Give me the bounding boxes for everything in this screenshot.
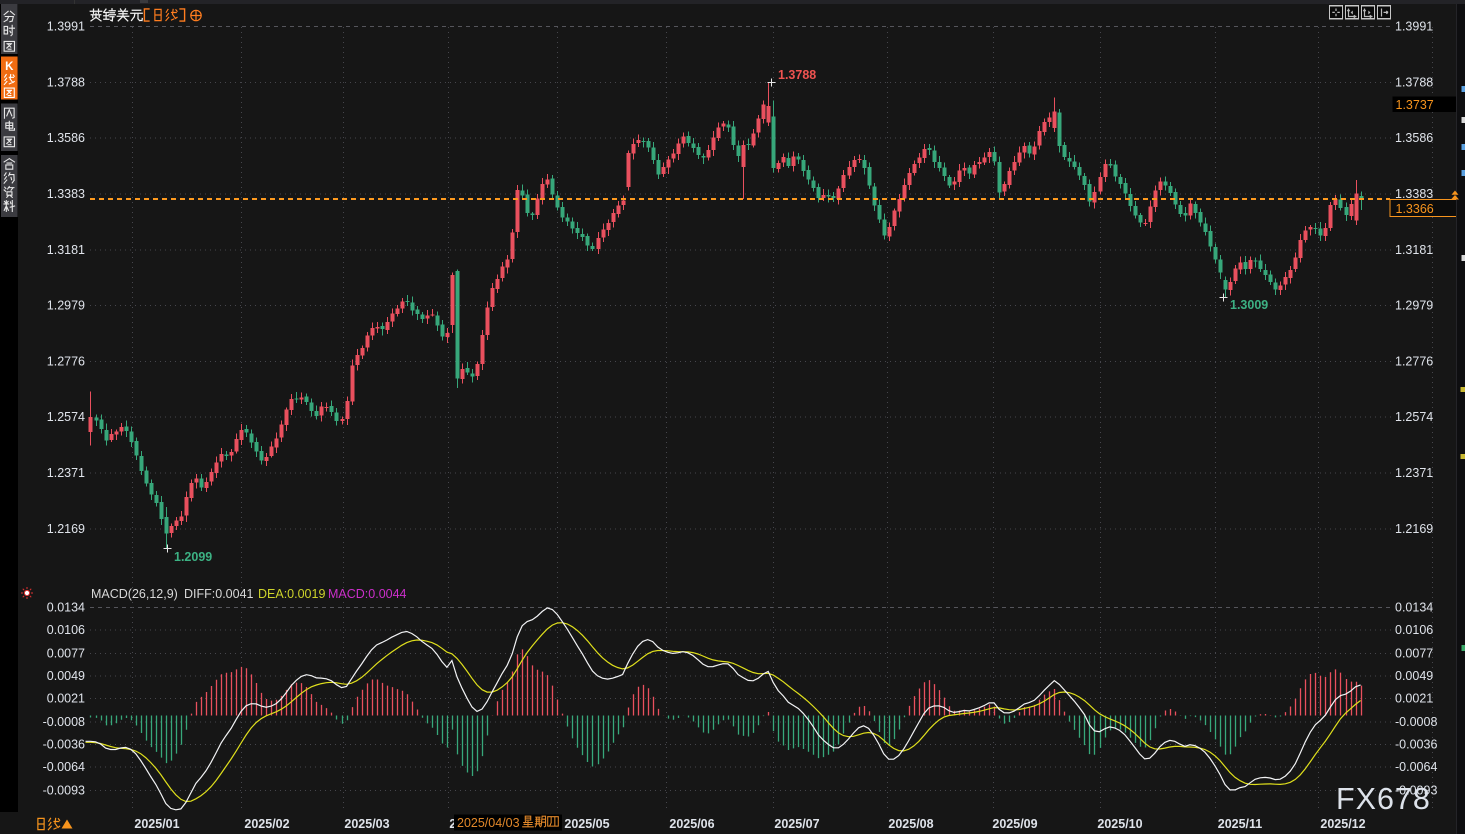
svg-text:2025/09: 2025/09 <box>992 817 1037 831</box>
svg-text:-0.0093: -0.0093 <box>1395 784 1437 798</box>
svg-text:1.3181: 1.3181 <box>47 243 85 257</box>
svg-text:1.2776: 1.2776 <box>47 355 85 369</box>
svg-text:-0.0064: -0.0064 <box>43 760 85 774</box>
svg-text:FX678: FX678 <box>1336 782 1431 816</box>
svg-text:1.3383: 1.3383 <box>47 187 85 201</box>
svg-text:-0.0008: -0.0008 <box>1395 715 1437 729</box>
svg-text:1.3788: 1.3788 <box>1395 76 1433 90</box>
svg-text:-0.0064: -0.0064 <box>1395 760 1437 774</box>
svg-text:1.2099: 1.2099 <box>174 550 212 564</box>
svg-text:1.3991: 1.3991 <box>47 20 85 34</box>
svg-text:MACD(26,12,9): MACD(26,12,9) <box>91 587 178 601</box>
svg-text:1.2169: 1.2169 <box>47 522 85 536</box>
svg-text:1.3181: 1.3181 <box>1395 243 1433 257</box>
svg-text:1.3586: 1.3586 <box>1395 131 1433 145</box>
svg-text:0.0134: 0.0134 <box>47 601 85 615</box>
svg-text:1.3991: 1.3991 <box>1395 20 1433 34</box>
svg-text:1.3383: 1.3383 <box>1395 187 1433 201</box>
svg-text:2025/08: 2025/08 <box>888 817 933 831</box>
svg-text:1.3366: 1.3366 <box>1396 202 1434 216</box>
svg-text:0.0049: 0.0049 <box>47 669 85 683</box>
svg-text:2025/12: 2025/12 <box>1320 817 1365 831</box>
svg-text:2025/06: 2025/06 <box>669 817 714 831</box>
svg-text:0.0049: 0.0049 <box>1395 669 1433 683</box>
svg-text:0.0077: 0.0077 <box>47 646 85 660</box>
svg-text:DEA:0.0019: DEA:0.0019 <box>258 587 325 601</box>
svg-text:0.0021: 0.0021 <box>1395 692 1433 706</box>
svg-text:1.2776: 1.2776 <box>1395 355 1433 369</box>
svg-text:2025/11: 2025/11 <box>1218 817 1263 831</box>
svg-text:1.3788: 1.3788 <box>778 68 816 82</box>
svg-text:1.2169: 1.2169 <box>1395 522 1433 536</box>
svg-text:0.0106: 0.0106 <box>47 623 85 637</box>
svg-text:1.2574: 1.2574 <box>1395 410 1433 424</box>
svg-text:K: K <box>5 61 14 73</box>
svg-text:-0.0036: -0.0036 <box>1395 738 1437 752</box>
svg-text:1.3009: 1.3009 <box>1230 298 1268 312</box>
svg-text:2025/07: 2025/07 <box>774 817 819 831</box>
svg-text:0.0077: 0.0077 <box>1395 646 1433 660</box>
svg-text:-0.0008: -0.0008 <box>43 715 85 729</box>
svg-text:0.0021: 0.0021 <box>47 692 85 706</box>
svg-text:0.0106: 0.0106 <box>1395 623 1433 637</box>
svg-text:1.3737: 1.3737 <box>1396 98 1434 112</box>
svg-text:2025/10: 2025/10 <box>1097 817 1142 831</box>
svg-text:2025/04/03: 2025/04/03 <box>457 816 520 830</box>
svg-text:DIFF:0.0041: DIFF:0.0041 <box>184 587 254 601</box>
svg-text:1.2574: 1.2574 <box>47 410 85 424</box>
svg-text:1.2371: 1.2371 <box>47 466 85 480</box>
svg-text:1.3788: 1.3788 <box>47 76 85 90</box>
svg-text:-0.0036: -0.0036 <box>43 738 85 752</box>
svg-text:2025/01: 2025/01 <box>134 817 179 831</box>
svg-text:2025/05: 2025/05 <box>564 817 609 831</box>
svg-text:MACD:0.0044: MACD:0.0044 <box>328 587 407 601</box>
svg-text:2025/02: 2025/02 <box>244 817 289 831</box>
svg-text:1.2979: 1.2979 <box>47 299 85 313</box>
svg-text:1.3586: 1.3586 <box>47 131 85 145</box>
svg-text:1.2979: 1.2979 <box>1395 299 1433 313</box>
svg-text:1.2371: 1.2371 <box>1395 466 1433 480</box>
svg-text:-0.0093: -0.0093 <box>43 784 85 798</box>
svg-text:0.0134: 0.0134 <box>1395 601 1433 615</box>
svg-text:2025/03: 2025/03 <box>344 817 389 831</box>
